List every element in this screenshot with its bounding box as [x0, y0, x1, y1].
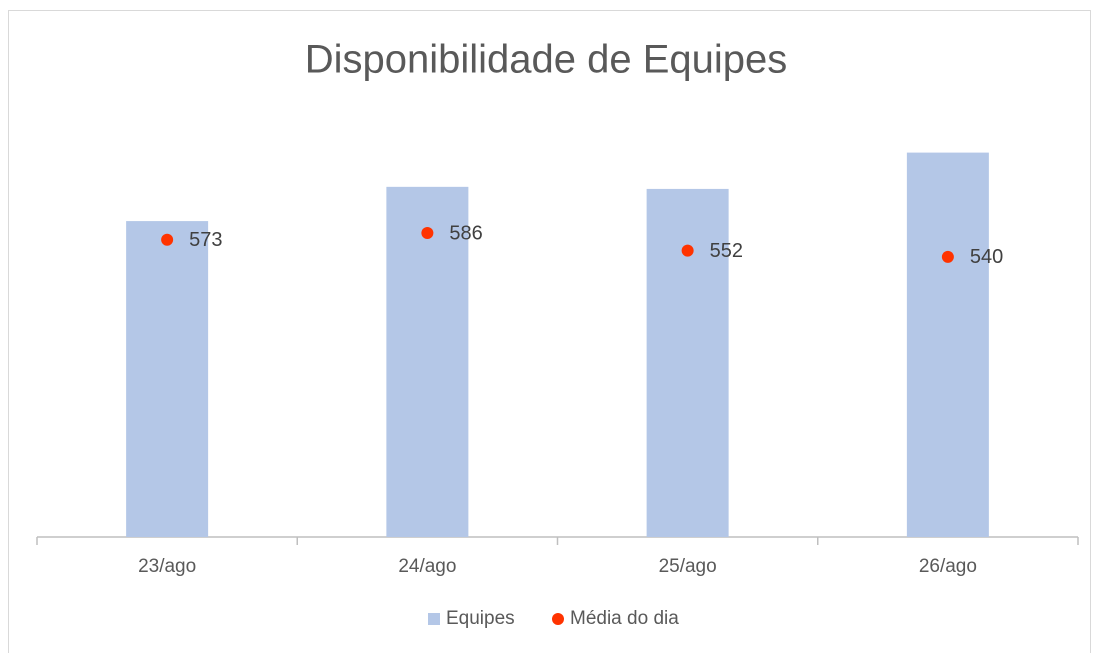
legend-swatch [552, 613, 564, 625]
x-tick-label: 24/ago [398, 556, 456, 577]
legend-label: Equipes [446, 608, 515, 629]
data-label: 552 [710, 240, 743, 262]
x-tick-label: 23/ago [138, 556, 196, 577]
x-tick-label: 26/ago [919, 556, 977, 577]
x-tick-label: 25/ago [659, 556, 717, 577]
dot [161, 233, 174, 246]
bar [126, 221, 209, 538]
dot [941, 250, 954, 263]
data-label: 573 [189, 229, 222, 251]
dot [421, 227, 434, 240]
bar [906, 152, 989, 537]
legend-label: Média do dia [570, 608, 679, 629]
chart-title: Disponibilidade de Equipes [305, 38, 788, 82]
data-label: 586 [449, 222, 482, 244]
bar [386, 186, 469, 537]
dot [681, 244, 694, 257]
data-label: 540 [970, 246, 1003, 268]
legend-swatch [428, 613, 440, 625]
